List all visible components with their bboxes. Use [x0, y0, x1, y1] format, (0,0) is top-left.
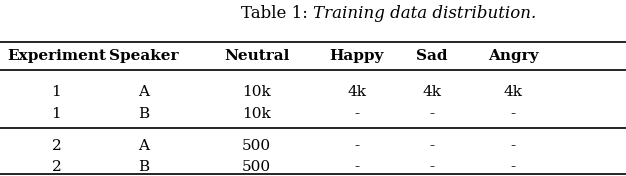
Text: -: -: [429, 160, 434, 174]
Text: A: A: [138, 84, 150, 99]
Text: 10k: 10k: [242, 84, 271, 99]
Text: Table 1:: Table 1:: [241, 5, 313, 22]
Text: -: -: [429, 107, 434, 121]
Text: -: -: [511, 160, 516, 174]
Text: Happy: Happy: [330, 49, 384, 63]
Text: -: -: [511, 139, 516, 153]
Text: B: B: [138, 107, 150, 121]
Text: B: B: [138, 160, 150, 174]
Text: -: -: [354, 160, 359, 174]
Text: 4k: 4k: [423, 84, 441, 99]
Text: -: -: [354, 107, 359, 121]
Text: 1: 1: [51, 84, 61, 99]
Text: A: A: [138, 139, 150, 153]
Text: Sad: Sad: [416, 49, 448, 63]
Text: 2: 2: [51, 160, 61, 174]
Text: Experiment: Experiment: [7, 49, 106, 63]
Text: Neutral: Neutral: [224, 49, 289, 63]
Text: 10k: 10k: [242, 107, 271, 121]
Text: 4k: 4k: [347, 84, 366, 99]
Text: 500: 500: [242, 139, 271, 153]
Text: 1: 1: [51, 107, 61, 121]
Text: Speaker: Speaker: [109, 49, 179, 63]
Text: -: -: [429, 139, 434, 153]
Text: 4k: 4k: [504, 84, 523, 99]
Text: -: -: [511, 107, 516, 121]
Text: -: -: [354, 139, 359, 153]
Text: Angry: Angry: [488, 49, 538, 63]
Text: Training data distribution.: Training data distribution.: [313, 5, 536, 22]
Text: 500: 500: [242, 160, 271, 174]
Text: 2: 2: [51, 139, 61, 153]
